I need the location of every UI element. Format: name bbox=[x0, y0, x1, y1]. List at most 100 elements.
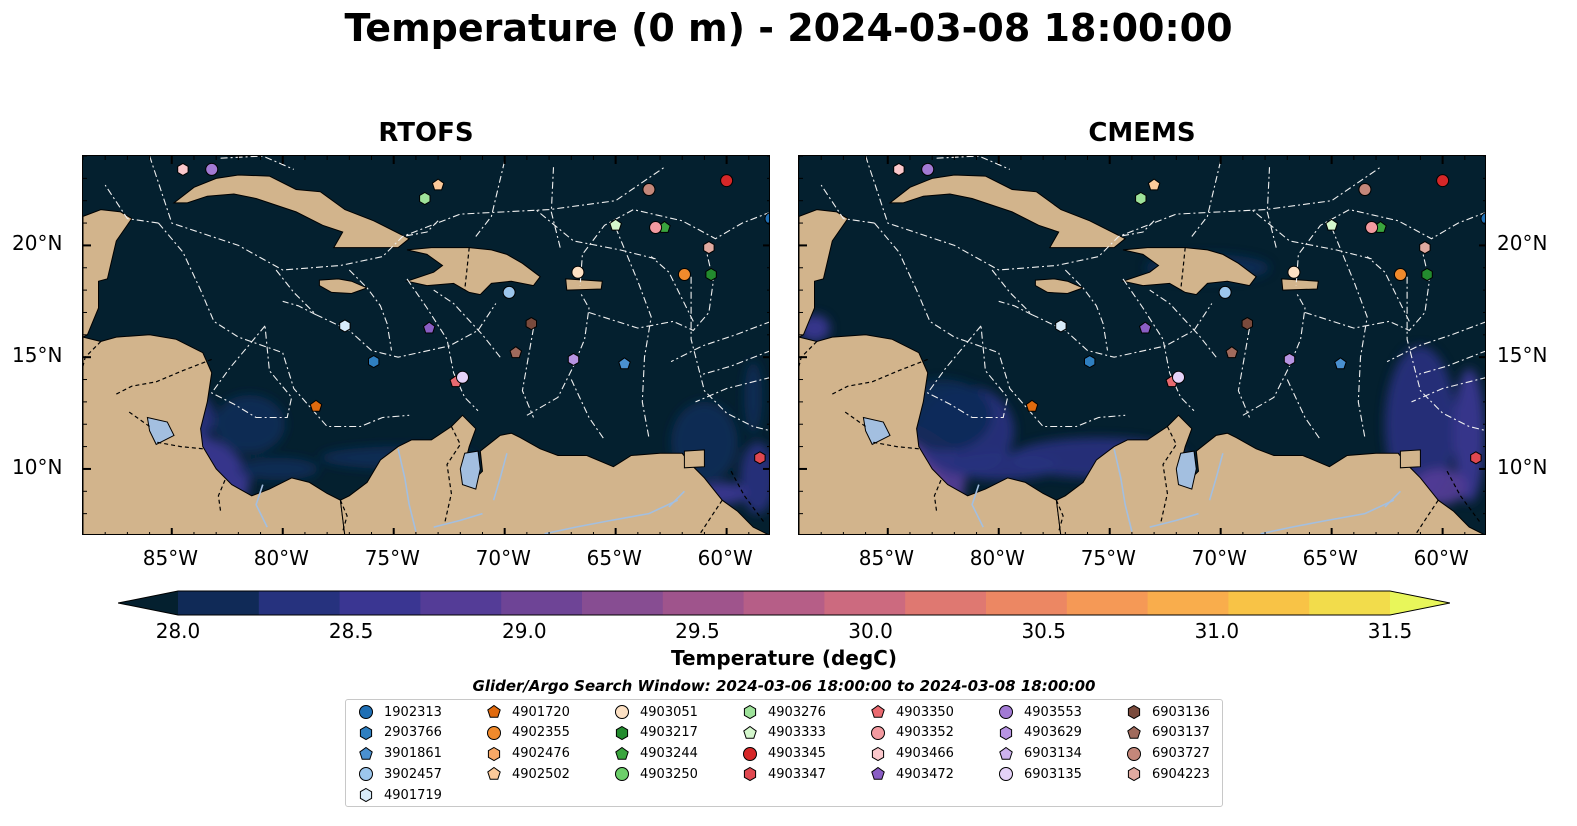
legend-item: 4903345 bbox=[742, 746, 826, 762]
float-marker-6903727 bbox=[642, 183, 656, 197]
eez-boundary bbox=[433, 289, 501, 358]
lon-tick-label: 80°W bbox=[253, 546, 309, 570]
legend-item: 6903136 bbox=[1126, 704, 1210, 720]
eez-boundary bbox=[1237, 328, 1251, 418]
float-marker-4903466 bbox=[177, 162, 189, 176]
legend-item-label: 4902476 bbox=[512, 746, 570, 762]
legend-item-label: 4903051 bbox=[640, 704, 698, 720]
colorbar-tick-label: 29.5 bbox=[675, 619, 720, 643]
country-border bbox=[1160, 426, 1177, 523]
legend-item: 4903352 bbox=[870, 725, 954, 741]
legend-item-label: 4903347 bbox=[768, 766, 826, 782]
river bbox=[1149, 512, 1199, 528]
legend-item-label: 2903766 bbox=[384, 725, 442, 741]
country-border bbox=[1446, 470, 1481, 523]
eez-boundary bbox=[699, 350, 769, 376]
colorbar-bin bbox=[339, 591, 421, 615]
country-border bbox=[464, 247, 470, 291]
legend-item: 4901719 bbox=[358, 787, 442, 803]
country-border bbox=[339, 499, 348, 532]
hexagon-marker-icon bbox=[743, 767, 757, 782]
colorbar-bin bbox=[1309, 591, 1391, 615]
float-marker-4903629 bbox=[1283, 352, 1296, 366]
legend-item: 3901861 bbox=[358, 746, 442, 762]
lake-maracaibo bbox=[1175, 450, 1197, 490]
float-marker-4902502 bbox=[1147, 178, 1161, 191]
eez-boundary bbox=[406, 278, 479, 412]
float-marker-3902457 bbox=[502, 285, 516, 299]
eez-boundary bbox=[588, 251, 714, 332]
hexagon-marker-icon bbox=[615, 725, 629, 740]
eez-boundary bbox=[936, 156, 1011, 170]
float-marker-1902313 bbox=[1480, 212, 1485, 225]
legend-title: Glider/Argo Search Window: 2024-03-06 18… bbox=[472, 677, 1096, 695]
colorbar-bin bbox=[501, 591, 583, 615]
float-marker-4903466 bbox=[893, 162, 905, 176]
float-marker-3901861 bbox=[618, 357, 631, 370]
lake-nicaragua bbox=[146, 416, 175, 446]
river bbox=[1260, 499, 1395, 534]
hexagon-marker-icon bbox=[1127, 767, 1141, 782]
eez-boundary bbox=[570, 379, 605, 441]
eez-boundary bbox=[402, 220, 439, 238]
eez-boundary bbox=[1304, 251, 1430, 332]
legend-item: 6903137 bbox=[1126, 725, 1210, 741]
float-marker-2903766 bbox=[1084, 355, 1096, 369]
eez-boundary bbox=[1406, 276, 1485, 431]
eez-boundary bbox=[282, 300, 317, 316]
legend-item-label: 4903217 bbox=[640, 725, 698, 741]
float-marker-6904223 bbox=[1419, 241, 1431, 255]
map-canvas bbox=[799, 156, 1485, 534]
float-marker-4903352 bbox=[649, 221, 663, 235]
legend-item-label: 4903472 bbox=[896, 766, 954, 782]
lon-tick-label: 85°W bbox=[142, 546, 198, 570]
sst-patch bbox=[1453, 368, 1485, 503]
country-border bbox=[217, 479, 226, 512]
float-marker-4903553 bbox=[205, 162, 219, 176]
legend-item: 4903629 bbox=[998, 725, 1082, 741]
legend-item-label: 6903137 bbox=[1152, 725, 1210, 741]
legend-item: 6903727 bbox=[1126, 746, 1210, 762]
country-border bbox=[444, 426, 461, 523]
legend-item: 4902355 bbox=[486, 725, 570, 741]
country-border bbox=[156, 441, 203, 450]
circle-marker-icon bbox=[871, 725, 885, 740]
float-marker-4903276 bbox=[419, 191, 431, 206]
float-marker-6903135 bbox=[456, 370, 470, 384]
colorbar-tick-label: 30.0 bbox=[848, 619, 893, 643]
lon-tick-label: 65°W bbox=[1302, 546, 1358, 570]
pentagon-marker-icon bbox=[871, 767, 885, 781]
hexagon-marker-icon bbox=[871, 746, 885, 761]
circle-marker-icon bbox=[615, 767, 629, 782]
eez-boundary bbox=[275, 269, 497, 358]
float-marker-4903629 bbox=[567, 352, 580, 366]
float-marker-4901720 bbox=[309, 399, 323, 412]
figure-title: Temperature (0 m) - 2024-03-08 18:00:00 bbox=[344, 6, 1233, 50]
pentagon-marker-icon bbox=[871, 704, 885, 718]
lon-tick-label: 85°W bbox=[858, 546, 914, 570]
eez-boundary bbox=[820, 184, 875, 224]
legend-item-label: 6903135 bbox=[1024, 766, 1082, 782]
river bbox=[971, 484, 984, 528]
legend-item: 4903350 bbox=[870, 704, 954, 720]
map-cmems bbox=[798, 155, 1486, 535]
legend-item: 4903553 bbox=[998, 704, 1082, 720]
country-border bbox=[1415, 499, 1439, 534]
eez-boundary bbox=[1064, 269, 1109, 351]
legend-item: 2903766 bbox=[358, 725, 442, 741]
eez-boundary bbox=[1118, 220, 1155, 238]
legend-item-label: 4903629 bbox=[1024, 725, 1082, 741]
float-marker-4903553 bbox=[921, 162, 935, 176]
map-rtofs bbox=[82, 155, 770, 535]
legend-item: 6903135 bbox=[998, 766, 1082, 782]
eez-boundary bbox=[670, 321, 769, 363]
circle-marker-icon bbox=[615, 705, 629, 719]
country-border bbox=[699, 499, 723, 534]
float-marker-4903347 bbox=[754, 451, 766, 465]
float-marker-6903137 bbox=[509, 346, 523, 359]
float-marker-4903051 bbox=[1287, 265, 1301, 279]
river bbox=[492, 453, 508, 501]
lat-tick-label-right: 15°N bbox=[1497, 343, 1548, 368]
land-hispaniola bbox=[405, 247, 541, 296]
river bbox=[668, 490, 685, 508]
